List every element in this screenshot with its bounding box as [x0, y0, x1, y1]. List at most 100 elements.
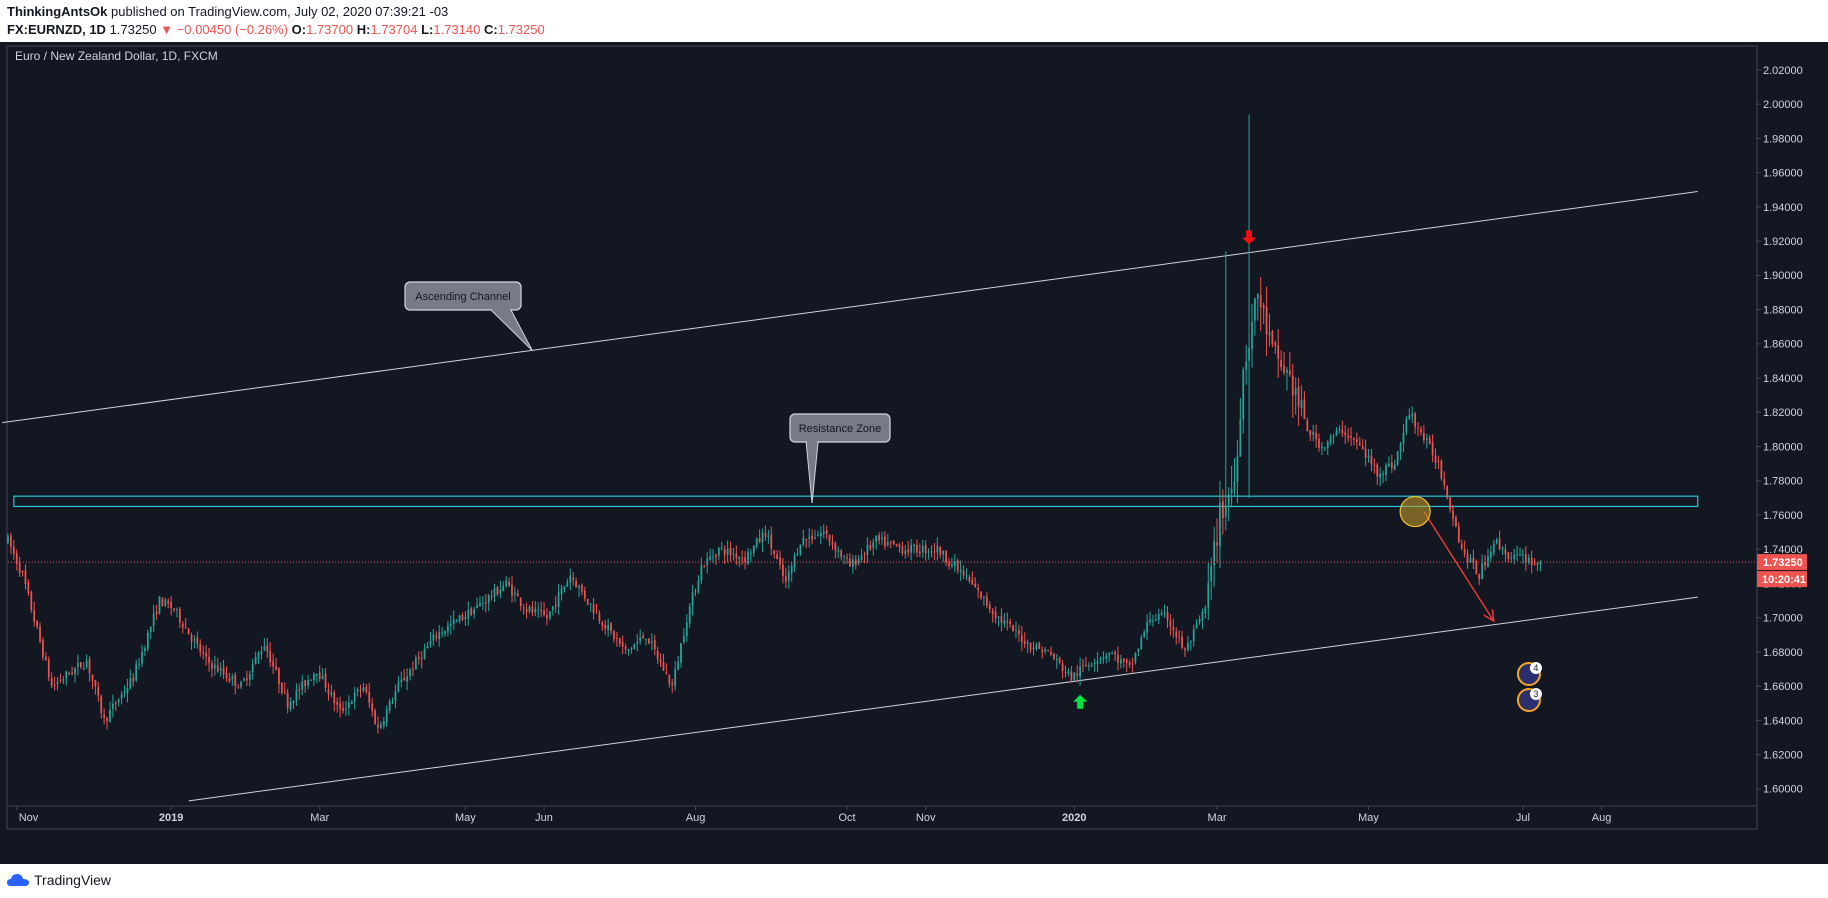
candle-body: [1355, 439, 1358, 443]
down-arrow-icon[interactable]: [1242, 230, 1257, 245]
candle-body: [953, 561, 956, 566]
candle-body: [254, 657, 257, 664]
candle-body: [1073, 672, 1076, 680]
candle-body: [1516, 554, 1518, 556]
candle-body: [1472, 557, 1475, 562]
candle-body: [1213, 541, 1215, 566]
candle-body: [1070, 671, 1073, 681]
candle-body: [1300, 400, 1303, 408]
header-bar: ThinkingAntsOk published on TradingView.…: [0, 0, 1828, 42]
candle-body: [604, 624, 607, 629]
tradingview-logo[interactable]: TradingView: [7, 872, 111, 888]
price-chart[interactable]: Euro / New Zealand Dollar, 1D, FXCM Asce…: [0, 42, 1828, 864]
candle-body: [799, 544, 802, 555]
candle-body: [945, 550, 947, 563]
candle-body: [21, 571, 24, 573]
candle-body: [479, 603, 481, 607]
candle-body: [933, 551, 936, 553]
y-tick-label: 1.80000: [1763, 441, 1803, 453]
candle-body: [831, 542, 834, 545]
candle-body: [1006, 621, 1009, 623]
candle-body: [1390, 462, 1393, 469]
candle-body: [959, 569, 962, 572]
candle-body: [962, 570, 965, 576]
callout-annotation[interactable]: Ascending Channel: [404, 281, 533, 352]
candle-body: [1492, 543, 1495, 554]
candle-body: [1108, 652, 1111, 655]
candle-body: [784, 576, 787, 582]
candle-body: [278, 668, 280, 685]
candle-body: [665, 672, 668, 674]
candle-body: [1466, 553, 1469, 562]
candle-body: [216, 665, 219, 672]
candle-body: [257, 652, 260, 659]
candle-body: [1364, 448, 1367, 458]
candle-body: [30, 591, 33, 611]
candle-body: [1221, 501, 1224, 519]
candle-body: [1323, 447, 1326, 449]
candle-body: [592, 604, 595, 614]
candle-body: [1184, 648, 1186, 651]
high-value: 1.73704: [370, 22, 418, 37]
candle-body: [598, 613, 601, 622]
candle-body: [1085, 664, 1087, 666]
candle-body: [776, 554, 778, 560]
candle-body: [313, 674, 315, 681]
candle-body: [1536, 563, 1539, 565]
candle-body: [697, 580, 700, 592]
candle-body: [1332, 436, 1335, 438]
candle-body: [519, 597, 522, 607]
candle-body: [1344, 432, 1347, 436]
candle-body: [566, 582, 569, 587]
y-tick-label: 2.00000: [1763, 99, 1803, 111]
y-tick-label: 1.88000: [1763, 304, 1803, 316]
down-triangle-icon: ▼: [160, 22, 174, 37]
candle-body: [691, 592, 694, 607]
candle-body: [793, 555, 796, 568]
event-badge[interactable]: 4: [1516, 662, 1542, 686]
candle-body: [68, 673, 71, 675]
candle-body: [388, 701, 391, 711]
up-arrow-icon[interactable]: [1073, 694, 1088, 709]
callout-annotation[interactable]: Resistance Zone: [789, 413, 891, 504]
time-axis[interactable]: Nov 2019 Mar May Jun Aug Oct Nov 2020 Mar May Jul Au…: [16, 806, 1612, 824]
candle-body: [674, 669, 677, 687]
event-badge[interactable]: 3: [1516, 688, 1542, 712]
candle-body: [380, 724, 382, 728]
candle-body: [1047, 650, 1049, 652]
channel-upper-line[interactable]: [2, 191, 1698, 424]
candle-body: [1198, 619, 1201, 622]
price-axis[interactable]: 1.60000 1.62000 1.64000 1.66000 1.68000 1.700…: [1756, 65, 1807, 796]
candle-body: [717, 548, 720, 556]
author-name[interactable]: ThinkingAntsOk: [7, 4, 108, 19]
candle-body: [980, 591, 982, 599]
y-tick-label: 1.98000: [1763, 133, 1803, 145]
candle-body: [420, 657, 423, 660]
candle-body: [499, 589, 502, 594]
resistance-zone-rect[interactable]: [13, 495, 1699, 508]
y-tick-label: 1.60000: [1763, 784, 1803, 796]
circle-marker[interactable]: [1399, 495, 1431, 528]
candle-body: [240, 682, 242, 688]
projection-line[interactable]: [1423, 511, 1495, 622]
candle-body: [77, 662, 79, 667]
candle-body: [814, 537, 816, 539]
candle-body: [1524, 553, 1527, 563]
symbol-label[interactable]: FX:EURNZD, 1D: [7, 22, 106, 37]
candle-body: [540, 610, 543, 612]
candle-body: [709, 556, 711, 560]
candle-body: [173, 608, 175, 611]
candle-body: [103, 714, 106, 718]
candle-body: [1131, 663, 1134, 665]
channel-lower-line[interactable]: [188, 596, 1698, 802]
candle-body: [918, 551, 921, 554]
candle-body: [1294, 388, 1297, 395]
candle-body: [176, 608, 178, 610]
candle-body: [231, 676, 234, 680]
candle-body: [607, 624, 610, 631]
candle-body: [1018, 630, 1020, 635]
candle-body: [986, 596, 988, 606]
candle-body: [1044, 649, 1047, 652]
candle-body: [1055, 658, 1058, 661]
candle-body: [1087, 665, 1090, 667]
